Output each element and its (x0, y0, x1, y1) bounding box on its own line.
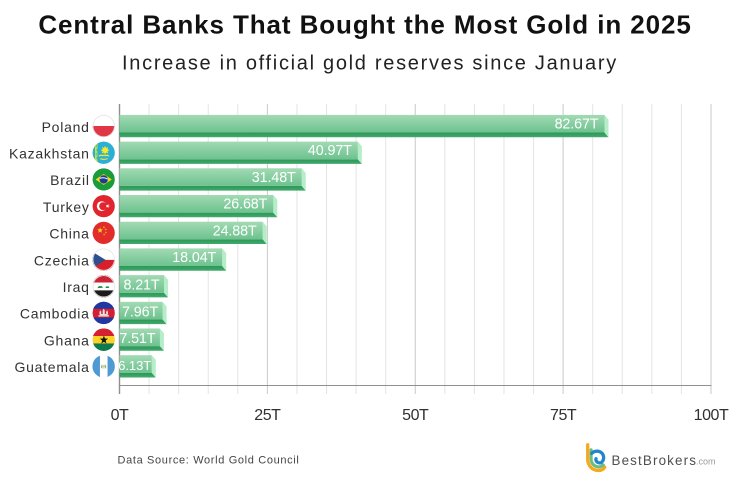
svg-text:Brazil: Brazil (50, 172, 90, 188)
svg-text:75T: 75T (550, 407, 577, 424)
svg-text:Central Banks That Bought the: Central Banks That Bought the Most Gold … (38, 9, 691, 39)
svg-text:82.67T: 82.67T (555, 117, 599, 133)
svg-text:25T: 25T (254, 407, 281, 424)
svg-text:0T: 0T (111, 407, 129, 424)
svg-text:.com: .com (696, 457, 716, 467)
svg-text:Data Source: World Gold Counci: Data Source: World Gold Council (118, 454, 300, 466)
svg-text:26.68T: 26.68T (223, 197, 267, 213)
svg-text:Iraq: Iraq (63, 279, 90, 295)
svg-text:7.96T: 7.96T (122, 304, 158, 320)
svg-text:18.04T: 18.04T (172, 250, 216, 266)
svg-text:31.48T: 31.48T (252, 170, 296, 186)
svg-text:Kazakhstan: Kazakhstan (9, 145, 90, 161)
svg-text:Poland: Poland (42, 119, 90, 135)
svg-text:Czechia: Czechia (34, 252, 90, 268)
svg-text:100T: 100T (694, 407, 729, 424)
svg-text:8.21T: 8.21T (123, 278, 159, 294)
svg-text:50T: 50T (402, 407, 429, 424)
svg-text:BestBrokers: BestBrokers (612, 453, 698, 468)
svg-text:Guatemala: Guatemala (14, 359, 89, 375)
svg-text:Turkey: Turkey (43, 199, 90, 215)
svg-text:6.13T: 6.13T (118, 358, 151, 373)
svg-text:24.88T: 24.88T (213, 223, 257, 239)
svg-text:Cambodia: Cambodia (20, 306, 90, 322)
svg-text:China: China (49, 226, 89, 242)
svg-text:7.51T: 7.51T (119, 331, 155, 347)
svg-text:Ghana: Ghana (44, 332, 90, 348)
svg-text:40.97T: 40.97T (308, 143, 352, 159)
svg-text:Increase in official gold rese: Increase in official gold reserves since… (122, 52, 618, 74)
